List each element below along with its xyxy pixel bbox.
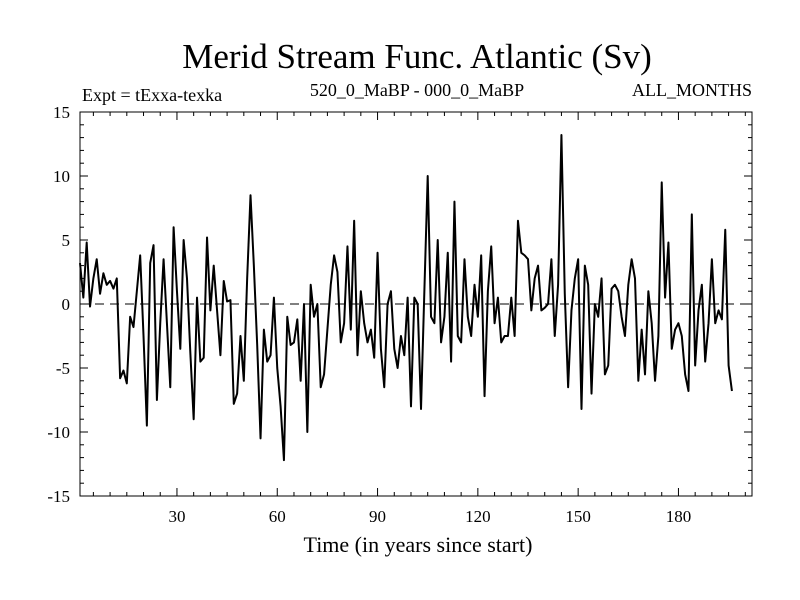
series-line [79, 134, 733, 462]
period-label: 520_0_MaBP - 000_0_MaBP [310, 80, 524, 100]
y-tick-label: -5 [56, 359, 70, 378]
months-label: ALL_MONTHS [632, 80, 752, 100]
y-tick-label: -15 [47, 487, 70, 506]
y-tick-label: 10 [53, 167, 70, 186]
x-tick-label: 90 [369, 507, 386, 526]
series [79, 134, 733, 462]
y-tick-label: -10 [47, 423, 70, 442]
plot-frame [79, 111, 753, 497]
x-tick-label: 180 [666, 507, 692, 526]
y-tick-label: 5 [62, 231, 71, 250]
axes: -15 -10 -5 0 5 10 15 30 60 90 120 150 180 [47, 103, 752, 526]
x-axis-label: Time (in years since start) [304, 532, 533, 557]
x-tick-label: 60 [269, 507, 286, 526]
chart-title: Merid Stream Func. Atlantic (Sv) [182, 37, 652, 76]
x-tick-label: 30 [168, 507, 185, 526]
experiment-label: Expt = tExxa-texka [82, 85, 222, 105]
x-tick-label: 150 [565, 507, 591, 526]
x-tick-label: 120 [465, 507, 491, 526]
y-tick-label: 0 [62, 295, 71, 314]
y-tick-label: 15 [53, 103, 70, 122]
